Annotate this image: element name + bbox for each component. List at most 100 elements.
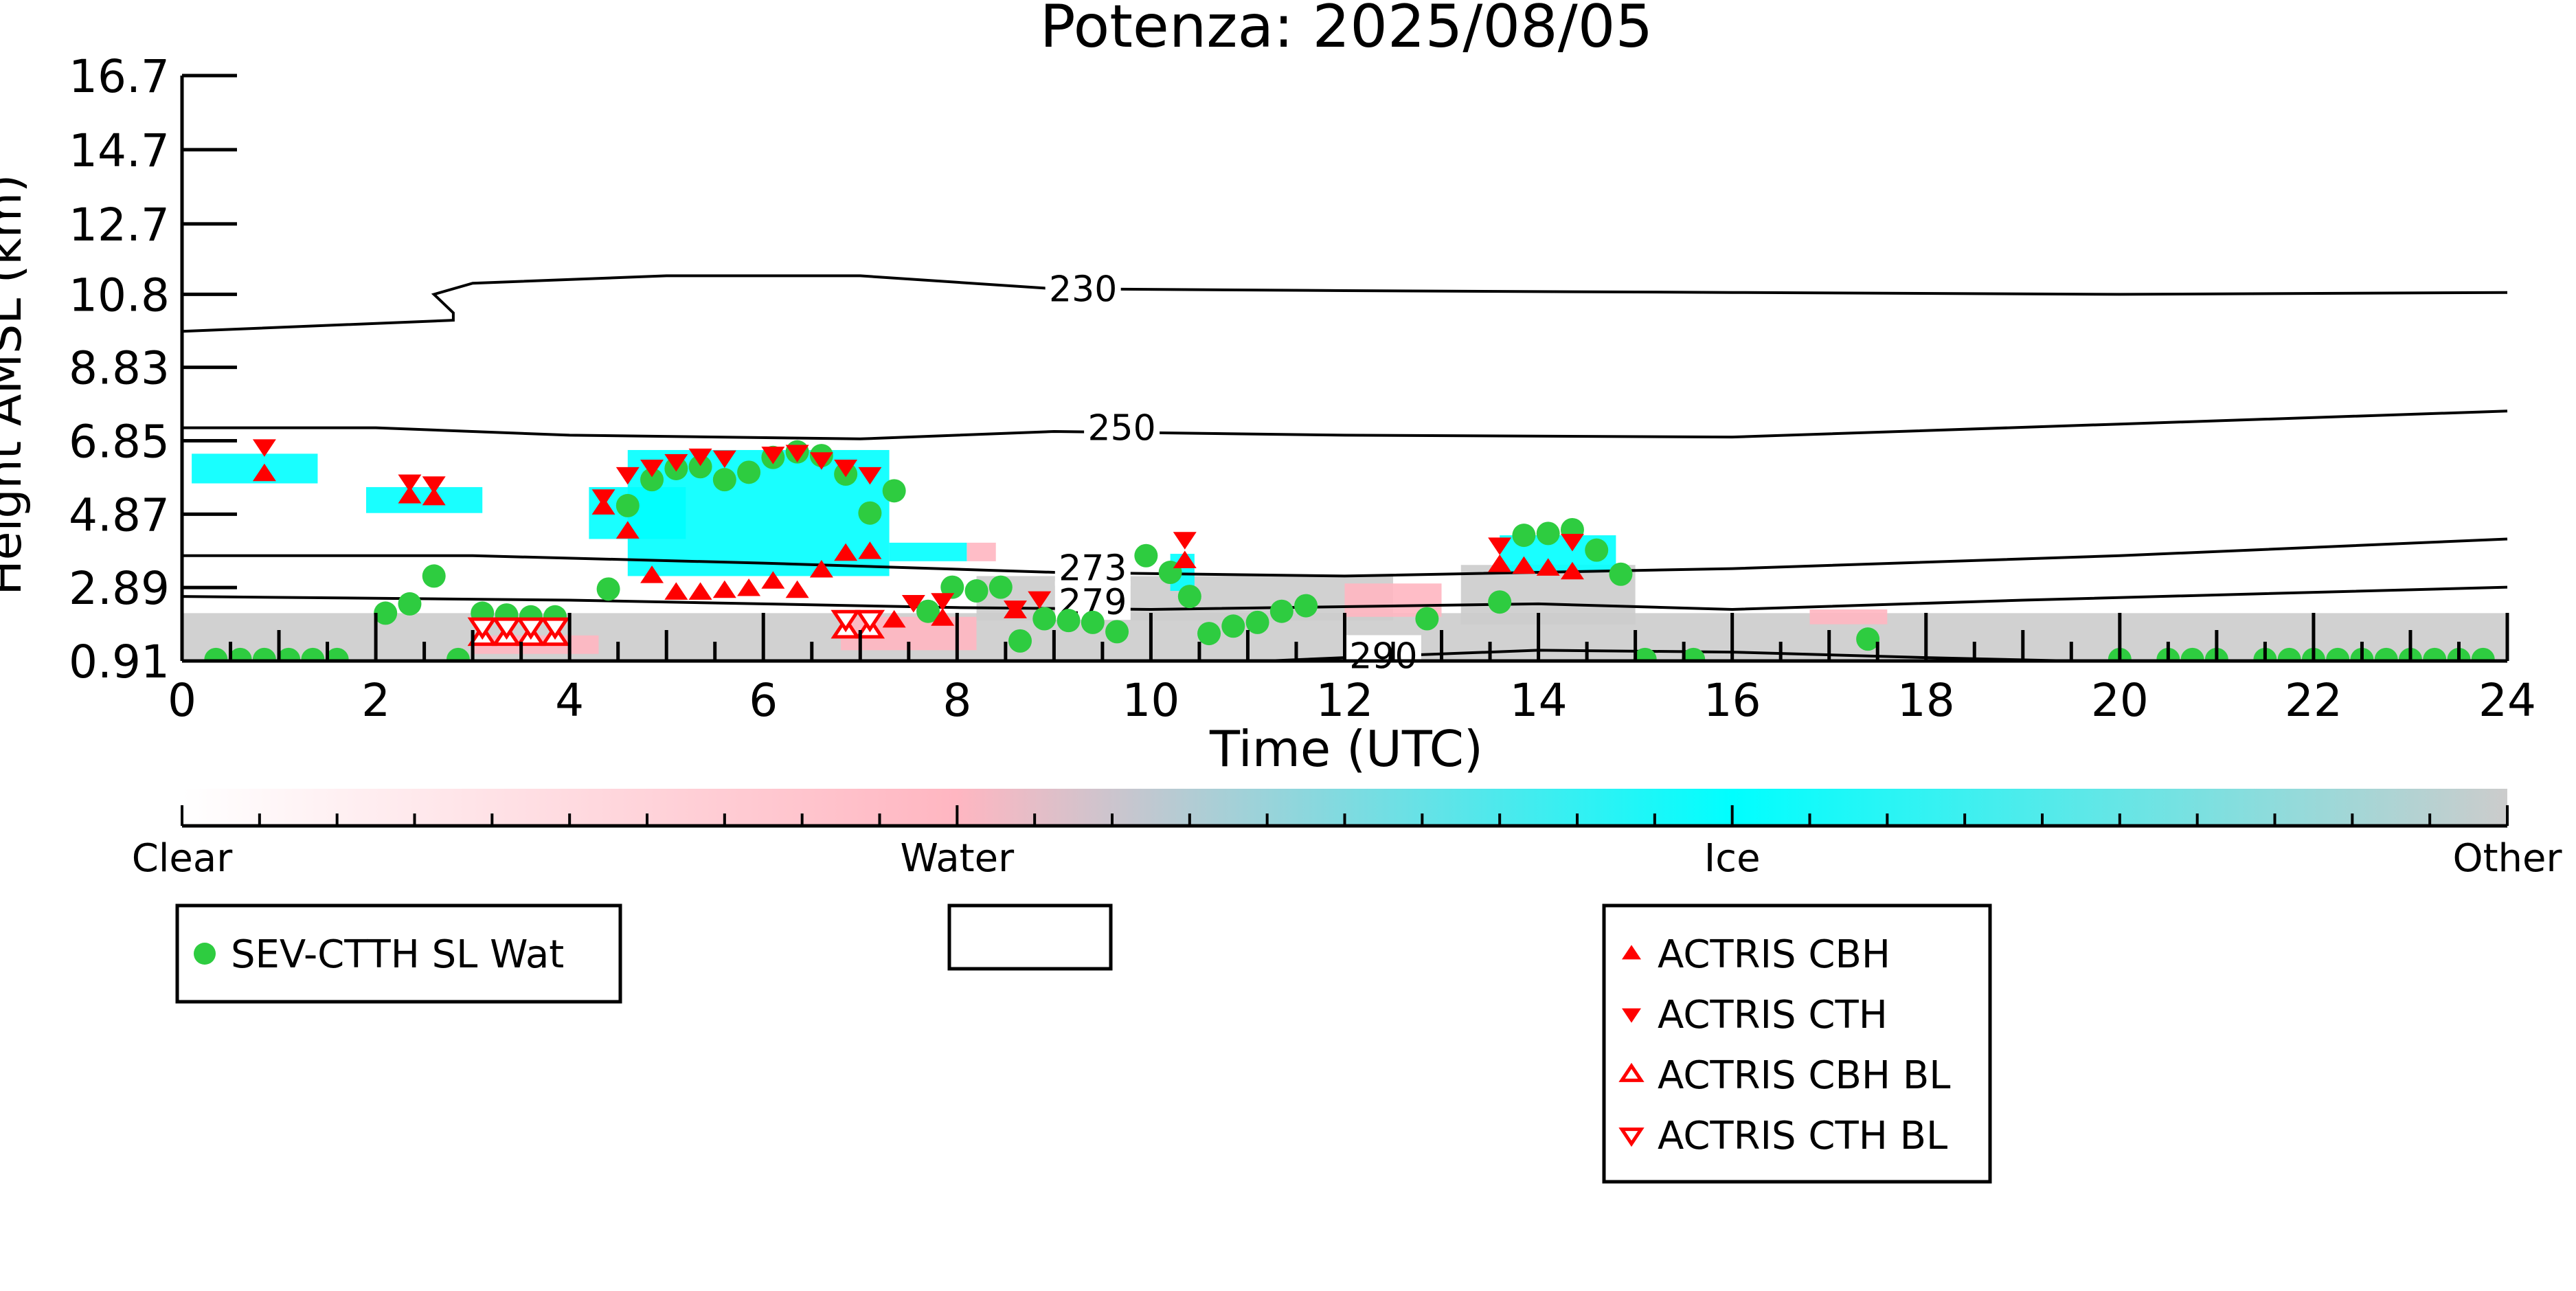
legend-entry-label: SEV-CTTH SL Wat (231, 932, 564, 977)
sev-ctth-marker (204, 647, 228, 661)
sev-ctth-marker (446, 647, 470, 661)
colorbar-label: Other (2452, 836, 2562, 881)
y-tick-label: 16.7 (69, 50, 170, 103)
sev-ctth-marker (1415, 607, 1439, 631)
actris-cth-bl-marker (1618, 1127, 1645, 1147)
sev-ctth-marker (916, 599, 940, 623)
contour-label: 250 (1087, 408, 1155, 449)
actris-cth-marker (640, 460, 664, 478)
x-tick-label: 22 (2285, 674, 2342, 727)
x-tick-label: 4 (555, 674, 584, 727)
actris-cbh-marker (834, 543, 858, 561)
sev-ctth-marker (964, 579, 988, 603)
x-tick-label: 10 (1122, 674, 1179, 727)
sev-ctth-marker (374, 601, 398, 625)
legends: SEV-CTTH SL Wat ACTRIS CBH ACTRIS CTH ACTRI… (175, 903, 1992, 1184)
phase-colorbar: Clear Water Ice Other (132, 789, 2562, 881)
actris-cth-marker (422, 476, 446, 494)
sev-ctth-marker (1585, 538, 1609, 562)
actris-cth-bl-marker (831, 609, 861, 633)
sev-ctth-marker (194, 943, 216, 965)
sev-ctth-marker (1682, 647, 1706, 661)
actris-cbh-marker (664, 582, 688, 600)
sev-ctth-marker (1221, 614, 1245, 638)
cloud-region-ice (889, 542, 967, 561)
actris-cth-bl-marker (540, 617, 570, 640)
actris-cth-marker (591, 489, 615, 507)
x-tick-label: 16 (1704, 674, 1761, 727)
actris-cbh-marker (882, 609, 906, 628)
actris-cth-marker (688, 448, 712, 467)
contour-line (182, 537, 2508, 578)
sev-ctth-marker (712, 468, 736, 492)
actris-cbh-marker (640, 565, 664, 583)
actris-cth-marker (1488, 537, 1512, 555)
x-axis-label: Time (UTC) (1209, 720, 1483, 778)
actris-cth-marker (1028, 591, 1052, 609)
sev-ctth-marker (1134, 543, 1158, 568)
contour-label-bg (1045, 268, 1121, 307)
sev-ctth-marker (398, 592, 422, 616)
actris-cth-marker (252, 439, 276, 457)
chart-title: Potenza: 2025/08/05 (1040, 0, 1653, 61)
actris-cth-marker (809, 452, 833, 470)
x-tick-label: 18 (1897, 674, 1955, 727)
cloud-region-ice (365, 486, 483, 513)
actris-cbh-marker (761, 571, 785, 589)
actris-cbh-marker (1622, 945, 1641, 960)
data-markers (204, 439, 2495, 661)
contour-label-bg (1054, 547, 1131, 586)
y-tick-label: 12.7 (69, 199, 170, 251)
actris-cth-marker (901, 595, 925, 613)
x-tick-label: 8 (942, 674, 971, 727)
legend-entry-label: ACTRIS CBH BL (1658, 1053, 1950, 1098)
actris-cbh-marker (1512, 556, 1536, 574)
sev-ctth-marker (1269, 599, 1293, 623)
sev-ctth-marker (228, 647, 252, 661)
actris-cth-bl-marker (491, 617, 522, 640)
x-tick-label: 24 (2478, 674, 2536, 727)
legend-entry-label: ACTRIS CBH (1658, 932, 1890, 977)
sev-ctth-marker (737, 460, 761, 484)
sev-ctth-marker (1008, 629, 1032, 653)
contour-line (181, 585, 2508, 611)
contour-label-bg (1084, 407, 1160, 446)
sev-ctth-marker (1609, 562, 1633, 586)
y-tick-label: 6.85 (69, 415, 170, 468)
colorbar-label: Water (901, 836, 1015, 881)
actris-cbh-marker (1560, 561, 1584, 580)
contour-label: 230 (1049, 269, 1117, 310)
sev-ctth-marker (2471, 647, 2495, 661)
actris-cth-marker (1622, 1008, 1641, 1023)
legend-box (175, 903, 622, 1004)
actris-cbh-marker (809, 560, 833, 578)
actris-cth-marker (712, 450, 736, 469)
sev-ctth-marker (1856, 627, 1880, 651)
actris-cth-marker (1560, 533, 1584, 552)
sev-ctth-marker (1294, 594, 1318, 618)
actris-cth-marker (1003, 600, 1027, 618)
actris-cbh-marker (422, 487, 446, 506)
legend-box (1602, 903, 1992, 1184)
sev-ctth-marker (325, 647, 349, 661)
sev-ctth-marker (422, 564, 446, 588)
cloud-region-water (1809, 609, 1888, 625)
sev-ctth-marker (1032, 607, 1057, 631)
sev-ctth-marker (1081, 610, 1105, 634)
sev-ctth-marker (882, 479, 906, 503)
sev-ctth-marker (1633, 647, 1657, 661)
sev-ctth-marker (2277, 647, 2301, 661)
sev-ctth-marker (858, 501, 882, 525)
colorbar-label: Ice (1704, 836, 1761, 881)
contour-line (182, 409, 2508, 440)
actris-cth-marker (931, 593, 955, 611)
colorbar-label: Clear (132, 836, 233, 881)
sev-ctth-marker (1536, 521, 1560, 546)
sev-ctth-marker (1105, 620, 1129, 644)
cloud-region-water (967, 542, 996, 561)
actris-cth-bl-marker (516, 617, 546, 640)
x-tick-label: 20 (2091, 674, 2149, 727)
